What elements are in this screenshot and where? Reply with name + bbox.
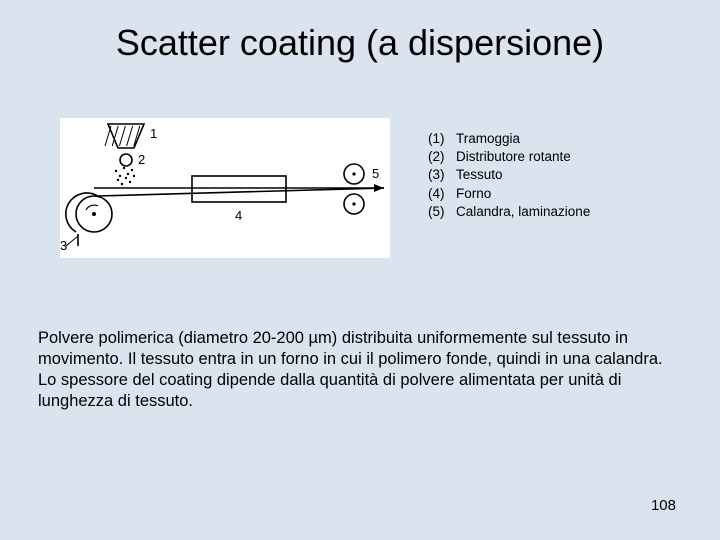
legend-item: (1)Tramoggia [428,130,590,148]
legend-label: Distributore rotante [456,148,571,166]
page-number: 108 [651,497,676,514]
svg-text:5: 5 [372,166,379,181]
svg-text:2: 2 [138,152,145,167]
legend-num: (1) [428,130,456,148]
svg-text:1: 1 [150,126,157,141]
process-diagram: 12345 [60,118,390,258]
legend-item: (4)Forno [428,185,590,203]
legend-label: Forno [456,185,491,203]
legend-num: (3) [428,166,456,184]
body-text: Polvere polimerica (diametro 20-200 µm) … [38,328,688,412]
legend-num: (5) [428,203,456,221]
legend-label: Tessuto [456,166,503,184]
legend-item: (5)Calandra, laminazione [428,203,590,221]
svg-text:4: 4 [235,208,242,223]
body-p2: Lo spessore del coating dipende dalla qu… [38,370,688,412]
legend-item: (2)Distributore rotante [428,148,590,166]
page-title: Scatter coating (a dispersione) [0,22,720,64]
legend: (1)Tramoggia (2)Distributore rotante (3)… [428,130,590,221]
legend-item: (3)Tessuto [428,166,590,184]
legend-label: Tramoggia [456,130,520,148]
body-p1: Polvere polimerica (diametro 20-200 µm) … [38,328,688,370]
legend-label: Calandra, laminazione [456,203,590,221]
legend-num: (4) [428,185,456,203]
legend-num: (2) [428,148,456,166]
